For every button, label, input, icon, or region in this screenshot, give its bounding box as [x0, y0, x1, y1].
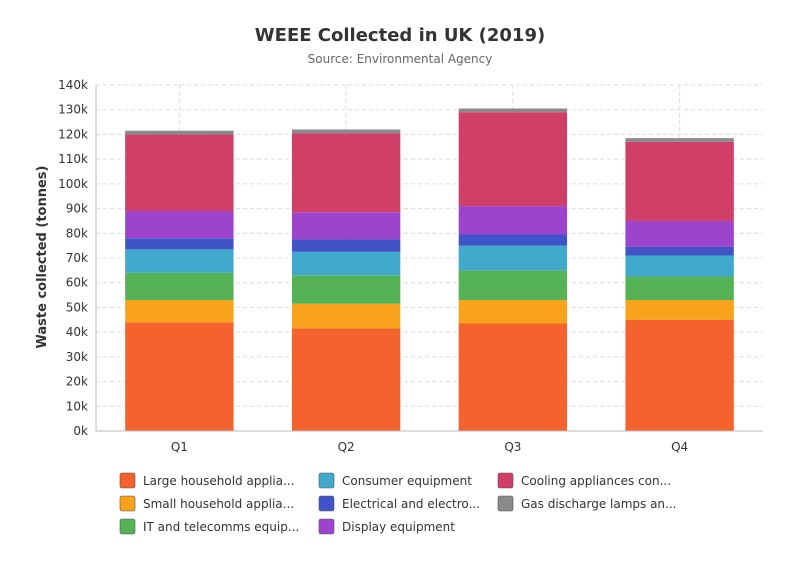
legend: Large household applia... Small household…: [119, 472, 676, 535]
legend-label[interactable]: Display equipment: [342, 520, 455, 534]
y-tick-label: 10k: [66, 399, 88, 413]
bar-segment[interactable]: [291, 328, 401, 431]
bar-segment[interactable]: [625, 276, 734, 301]
legend-label[interactable]: Consumer equipment: [342, 474, 472, 488]
bar-segment[interactable]: [458, 323, 568, 431]
bar-segment[interactable]: [458, 206, 568, 235]
y-tick-label: 80k: [66, 226, 88, 240]
bar-segment[interactable]: [125, 322, 234, 431]
bar-segment[interactable]: [291, 251, 401, 276]
bar-segment[interactable]: [291, 129, 401, 134]
legend-swatch[interactable]: [119, 472, 136, 489]
legend-label[interactable]: Large household applia...: [143, 474, 295, 488]
bars: [125, 108, 734, 431]
legend-label[interactable]: Cooling appliances con...: [521, 474, 671, 488]
y-tick-label: 130k: [58, 103, 88, 117]
y-tick-label: 90k: [66, 202, 88, 216]
x-tick-label: Q4: [671, 440, 688, 454]
y-tick-label: 20k: [66, 375, 88, 389]
y-tick-label: 140k: [58, 78, 88, 92]
bar-segment[interactable]: [125, 272, 234, 301]
chart-subtitle: Source: Environmental Agency: [308, 52, 493, 66]
bar-segment[interactable]: [458, 108, 568, 113]
legend-label[interactable]: Small household applia...: [143, 497, 294, 511]
legend-swatch[interactable]: [497, 495, 514, 512]
bar-segment[interactable]: [125, 211, 234, 239]
bar-segment[interactable]: [458, 300, 568, 324]
y-axis-label: Waste collected (tonnes): [35, 166, 50, 349]
bar-segment[interactable]: [125, 134, 234, 212]
y-tick-label: 100k: [58, 177, 88, 191]
legend-swatch[interactable]: [318, 518, 335, 535]
y-tick-label: 60k: [66, 276, 88, 290]
y-tick-label: 40k: [66, 325, 88, 339]
bar-segment[interactable]: [458, 245, 568, 271]
bar-segment[interactable]: [125, 238, 234, 250]
x-tick-label: Q3: [504, 440, 521, 454]
y-tick-label: 110k: [58, 152, 88, 166]
axes: 0k 10k 20k 30k 40k 50k 60k 70k 80k 90k 100k 110k 120…: [58, 78, 763, 454]
bar-segment[interactable]: [458, 234, 568, 246]
legend-label[interactable]: Gas discharge lamps an...: [521, 497, 676, 511]
y-tick-label: 70k: [66, 251, 88, 265]
bar-segment[interactable]: [625, 319, 734, 431]
y-tick-label: 50k: [66, 300, 88, 314]
legend-swatch[interactable]: [318, 495, 335, 512]
y-tick-label: 120k: [58, 127, 88, 141]
legend-swatch[interactable]: [318, 472, 335, 489]
bar-segment[interactable]: [291, 275, 401, 304]
y-tick-label: 0k: [73, 424, 88, 438]
bar-segment[interactable]: [625, 220, 734, 247]
legend-swatch[interactable]: [119, 495, 136, 512]
bar-segment[interactable]: [291, 133, 401, 213]
bar-segment[interactable]: [625, 141, 734, 221]
bar-segment[interactable]: [125, 300, 234, 323]
bar-segment[interactable]: [625, 255, 734, 277]
bar-segment[interactable]: [625, 138, 734, 142]
bar-segment[interactable]: [291, 239, 401, 252]
legend-label[interactable]: IT and telecomms equip...: [143, 520, 299, 534]
bar-segment[interactable]: [625, 246, 734, 256]
legend-swatch[interactable]: [497, 472, 514, 489]
x-tick-label: Q2: [338, 440, 355, 454]
bar-segment[interactable]: [458, 270, 568, 301]
bar-segment[interactable]: [125, 249, 234, 273]
x-tick-label: Q1: [171, 440, 188, 454]
bar-segment[interactable]: [458, 112, 568, 207]
bar-segment[interactable]: [291, 303, 401, 329]
bar-segment[interactable]: [625, 300, 734, 320]
legend-swatch[interactable]: [119, 518, 136, 535]
legend-label[interactable]: Electrical and electro...: [342, 497, 480, 511]
bar-segment[interactable]: [291, 212, 401, 240]
chart-title: WEEE Collected in UK (2019): [255, 25, 545, 46]
y-tick-label: 30k: [66, 350, 88, 364]
bar-segment[interactable]: [125, 130, 234, 135]
